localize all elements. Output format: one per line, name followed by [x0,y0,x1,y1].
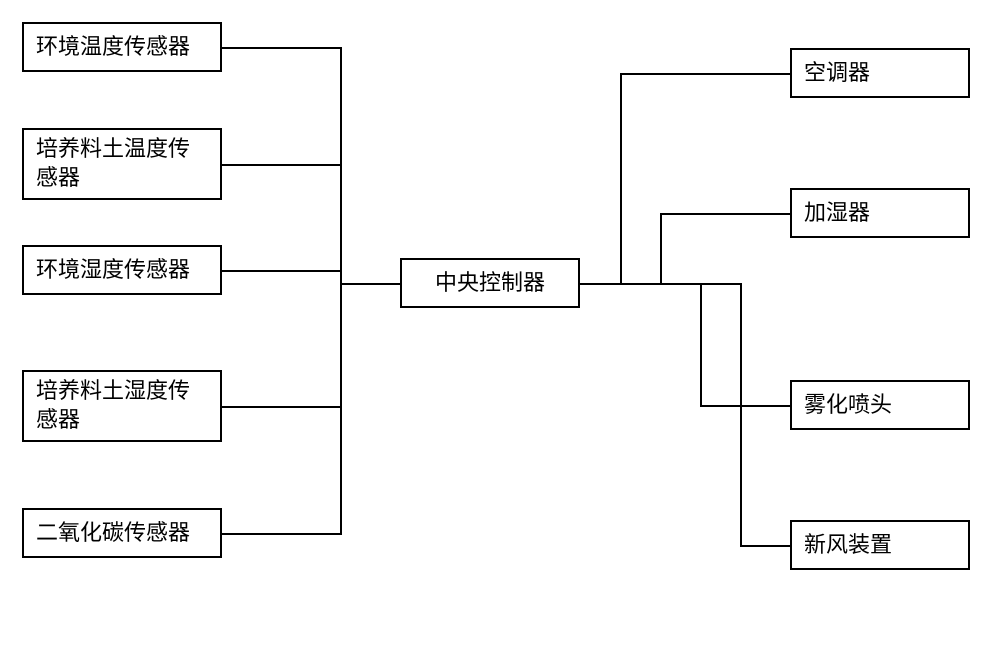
connector-line [222,406,340,408]
connector-line [740,283,742,547]
left-node-substrate-temp-sensor: 培养料土温度传感器 [22,128,222,200]
connector-line [620,73,790,75]
left-node-label: 培养料土湿度传感器 [36,377,208,434]
center-controller-box: 中央控制器 [400,258,580,308]
left-node-env-humidity-sensor: 环境湿度传感器 [22,245,222,295]
connector-line [700,405,790,407]
center-controller-label: 中央控制器 [435,269,545,298]
right-node-atomizer: 雾化喷头 [790,380,970,430]
connector-line [222,47,340,49]
connector-line [660,213,790,215]
connector-line [340,47,342,164]
connector-line [740,545,790,547]
connector-line [340,283,400,285]
left-node-env-temp-sensor: 环境温度传感器 [22,22,222,72]
right-node-label: 加湿器 [804,199,870,228]
left-node-label: 环境温度传感器 [36,33,190,62]
connector-line [340,164,342,270]
right-node-humidifier: 加湿器 [790,188,970,238]
right-node-fresh-air: 新风装置 [790,520,970,570]
connector-line [580,283,620,285]
connector-line [660,213,662,285]
left-node-label: 环境湿度传感器 [36,256,190,285]
right-node-label: 雾化喷头 [804,391,892,420]
connector-line [700,283,702,407]
left-node-substrate-humidity-sensor: 培养料土湿度传感器 [22,370,222,442]
right-node-air-conditioner: 空调器 [790,48,970,98]
connector-line [660,283,700,285]
connector-line [222,164,340,166]
left-node-co2-sensor: 二氧化碳传感器 [22,508,222,558]
connector-line [340,270,342,406]
connector-line [340,406,342,535]
connector-line [222,533,340,535]
left-node-label: 二氧化碳传感器 [36,519,190,548]
left-node-label: 培养料土温度传感器 [36,135,208,192]
right-node-label: 空调器 [804,59,870,88]
right-node-label: 新风装置 [804,531,892,560]
connector-line [620,283,660,285]
connector-line [700,283,740,285]
connector-line [222,270,340,272]
connector-line [620,73,622,285]
